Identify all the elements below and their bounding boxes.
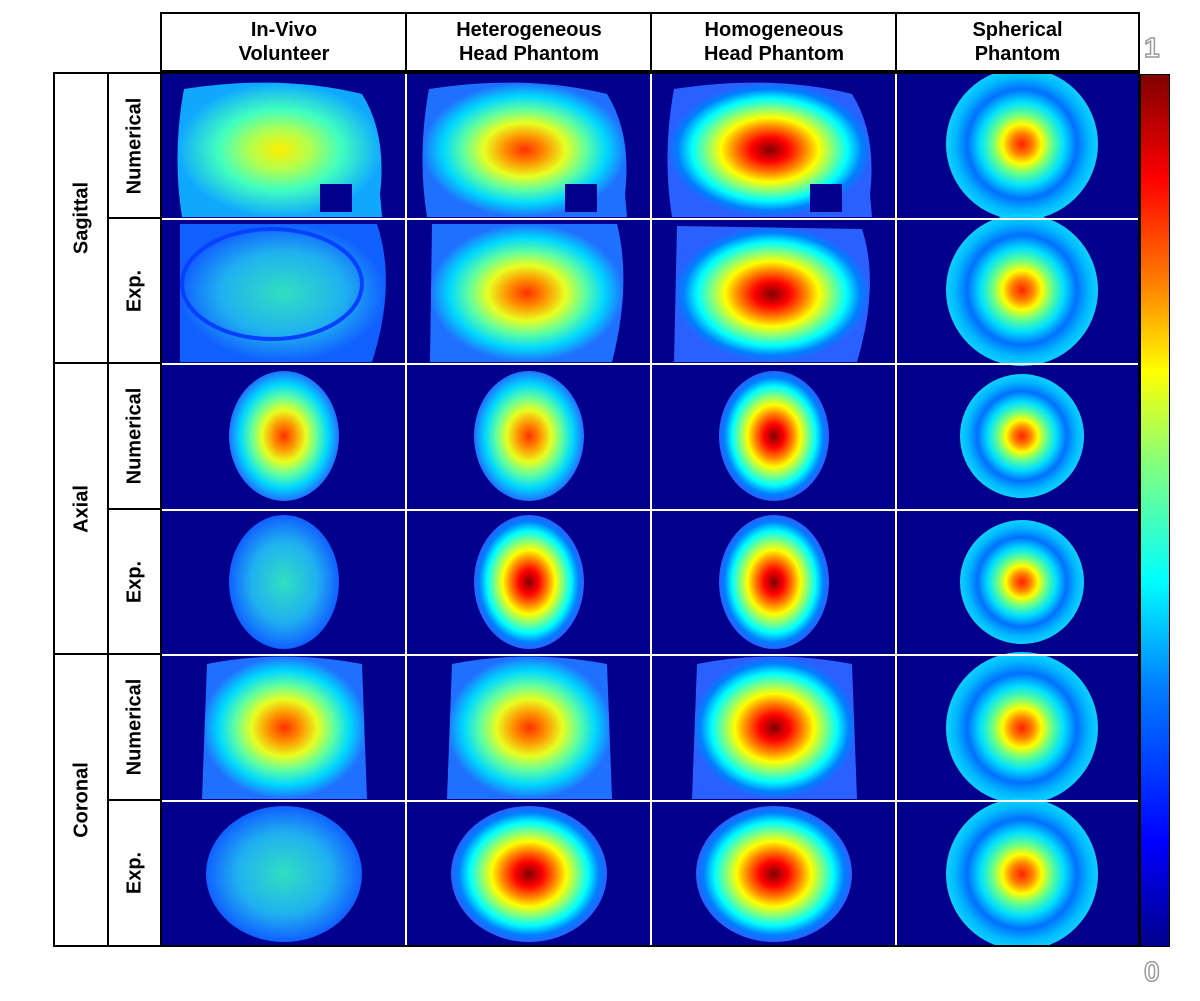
row-label-axial-numerical: Numerical	[107, 362, 161, 510]
colorbar	[1140, 74, 1170, 947]
map-coronal-numerical-heterogeneous	[447, 656, 612, 799]
map-sagittal-exp-spherical	[946, 214, 1098, 366]
map-sagittal-numerical-spherical	[946, 74, 1098, 220]
map-sagittal-exp-homogeneous	[674, 226, 870, 362]
b1-map-grid	[160, 72, 1140, 947]
map-coronal-numerical-invivo	[202, 656, 367, 799]
row-label-sagittal-numerical: Numerical	[107, 72, 161, 219]
row-group-axial: Axial	[53, 362, 108, 655]
map-axial-numerical-homogeneous	[719, 371, 829, 501]
map-axial-numerical-invivo	[229, 371, 339, 501]
column-header-label: Spherical Phantom	[972, 19, 1063, 65]
column-header-label: Homogeneous Head Phantom	[703, 19, 845, 65]
map-coronal-numerical-homogeneous	[692, 656, 857, 799]
column-header-in-vivo: In-Vivo Volunteer	[160, 12, 406, 72]
row-type-label: Numerical	[123, 387, 146, 485]
map-axial-exp-homogeneous	[719, 515, 829, 649]
column-header-spherical: Spherical Phantom	[895, 12, 1140, 72]
column-header-homogeneous: Homogeneous Head Phantom	[650, 12, 896, 72]
orientation-label: Axial	[70, 484, 92, 533]
row-group-coronal: Coronal	[53, 653, 108, 947]
row-label-coronal-numerical: Numerical	[107, 653, 161, 801]
map-coronal-exp-homogeneous	[696, 806, 852, 942]
column-header-heterogeneous: Heterogeneous Head Phantom	[405, 12, 651, 72]
map-coronal-exp-spherical	[946, 798, 1098, 945]
column-header-label: In-Vivo Volunteer	[238, 19, 330, 65]
map-sagittal-exp-heterogeneous	[430, 224, 624, 362]
row-label-coronal-exp: Exp.	[107, 799, 161, 947]
map-sagittal-exp-invivo	[180, 224, 386, 362]
row-label-sagittal-exp: Exp.	[107, 217, 161, 364]
map-sagittal-numerical-heterogeneous	[422, 82, 627, 217]
map-axial-numerical-spherical	[960, 374, 1084, 498]
column-header-label: Heterogeneous Head Phantom	[456, 19, 602, 65]
row-type-label: Numerical	[123, 97, 146, 194]
map-coronal-numerical-spherical	[946, 652, 1098, 804]
map-coronal-exp-heterogeneous	[451, 806, 607, 942]
map-axial-exp-spherical	[960, 520, 1084, 644]
grid-separators	[162, 74, 1138, 945]
row-group-sagittal: Sagittal	[53, 72, 108, 364]
row-type-label: Numerical	[123, 678, 146, 776]
colorbar-max-label: 1	[1143, 31, 1160, 64]
row-type-label: Exp.	[123, 560, 146, 603]
row-label-axial-exp: Exp.	[107, 508, 161, 655]
map-axial-numerical-heterogeneous	[474, 371, 584, 501]
map-sagittal-numerical-invivo	[177, 82, 382, 217]
orientation-label: Coronal	[70, 762, 92, 838]
map-grid-svg	[162, 74, 1138, 945]
map-sagittal-numerical-homogeneous	[667, 82, 872, 217]
orientation-label: Sagittal	[70, 181, 92, 255]
map-coronal-exp-invivo	[206, 806, 362, 942]
map-axial-exp-invivo	[229, 515, 339, 649]
row-type-label: Exp.	[123, 851, 146, 895]
colorbar-min-label: 0	[1143, 955, 1160, 988]
map-axial-exp-heterogeneous	[474, 515, 584, 649]
row-type-label: Exp.	[123, 269, 146, 312]
